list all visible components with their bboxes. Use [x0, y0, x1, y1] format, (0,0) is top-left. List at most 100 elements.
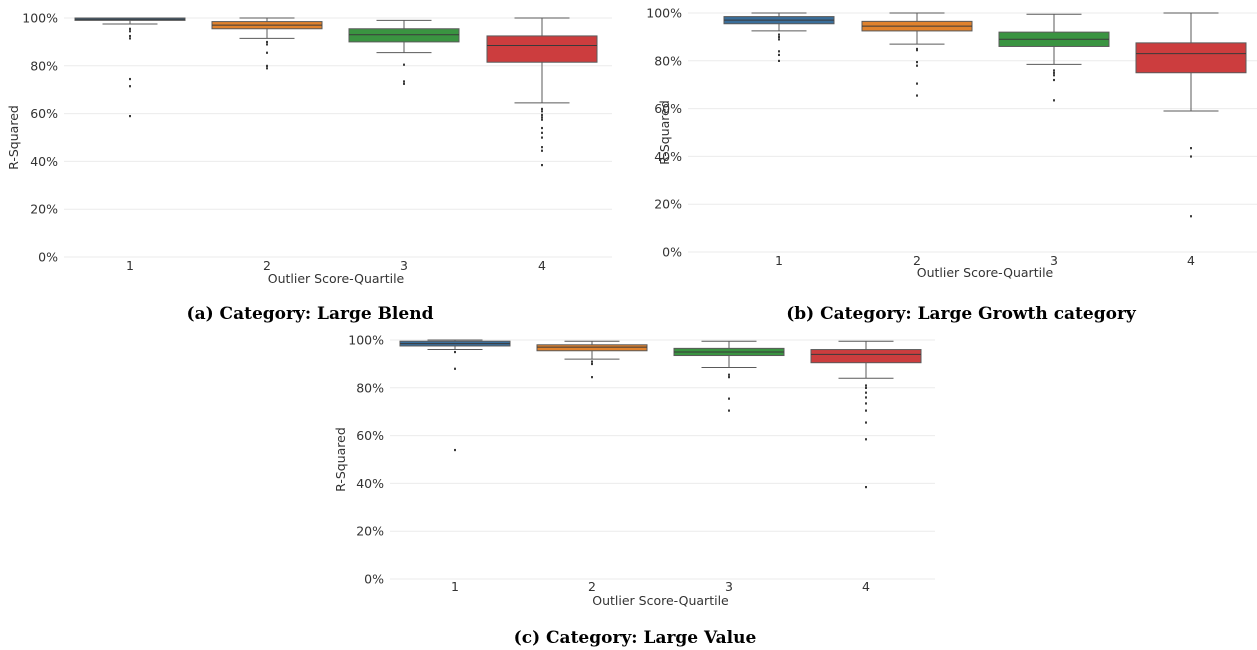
- y-axis-label: R-Squared: [333, 427, 348, 492]
- outlier-point: [916, 94, 918, 97]
- x-tick-label: 2: [913, 253, 921, 268]
- outlier-point: [778, 35, 780, 39]
- x-tick-label: 3: [1050, 253, 1058, 268]
- outlier-point: [541, 110, 543, 113]
- outlier-point: [591, 362, 593, 366]
- outlier-point: [129, 30, 131, 33]
- box-q4: [1135, 12, 1247, 218]
- y-tick-label: 20%: [30, 202, 58, 217]
- y-axis-label: R-Squared: [657, 100, 672, 165]
- chart-c: 0% 20% 40% 60% 80% 100% R-Squared 1 2 3 4 Outlier S…: [333, 333, 935, 608]
- y-tick-label: 40%: [654, 149, 682, 164]
- y-axis-label: R-Squared: [6, 105, 21, 170]
- outlier-point: [865, 391, 867, 394]
- outlier-point: [129, 77, 131, 81]
- x-tick-label: 1: [451, 579, 459, 594]
- caption-a: (a) Category: Large Blend: [187, 304, 434, 324]
- outlier-point: [266, 64, 268, 67]
- outlier-point: [916, 64, 918, 67]
- outlier-point: [865, 396, 867, 399]
- box-q4: [810, 340, 922, 489]
- outlier-point: [541, 113, 543, 116]
- outlier-point: [454, 350, 456, 354]
- outlier-point: [865, 485, 867, 489]
- outlier-point: [129, 27, 131, 30]
- outlier-point: [403, 80, 405, 83]
- chart-a: 0% 20% 40% 60% 80% 100% R-Squared 1 2 3 4 Outlier S…: [6, 11, 612, 286]
- box-body: [1135, 42, 1247, 74]
- outlier-point: [1053, 69, 1055, 72]
- outlier-point: [591, 376, 593, 379]
- outlier-point: [916, 49, 918, 52]
- y-tick-label: 80%: [30, 58, 58, 73]
- outlier-point: [129, 34, 131, 38]
- y-tick-label: 60%: [356, 428, 384, 443]
- x-tick-label: 3: [725, 579, 733, 594]
- outlier-point: [865, 421, 867, 424]
- outlier-point: [778, 33, 780, 36]
- outlier-point: [266, 43, 268, 46]
- outlier-point: [403, 63, 405, 66]
- y-tick-label: 80%: [654, 53, 682, 68]
- outlier-point: [778, 53, 780, 57]
- box-q2: [211, 17, 323, 70]
- y-tick-label: 40%: [356, 476, 384, 491]
- outlier-point: [1053, 78, 1055, 82]
- outlier-point: [916, 82, 918, 85]
- y-tick-label: 100%: [348, 333, 384, 348]
- outlier-point: [728, 373, 730, 376]
- outlier-point: [865, 384, 867, 387]
- outlier-point: [865, 402, 867, 405]
- y-tick-label: 100%: [646, 6, 682, 21]
- x-axis-label: Outlier Score-Quartile: [917, 265, 1054, 280]
- chart-b: 0% 20% 40% 60% 80% 100% R-Squared 1 2 3 4 Outlier S…: [646, 6, 1257, 280]
- outlier-point: [916, 60, 918, 64]
- outlier-point: [865, 386, 867, 389]
- box-body: [810, 349, 922, 364]
- outlier-point: [129, 37, 131, 40]
- outlier-point: [865, 438, 867, 441]
- box-q1: [723, 12, 835, 62]
- outlier-point: [778, 50, 780, 53]
- box-body: [348, 28, 460, 43]
- caption-b: (b) Category: Large Growth category: [786, 304, 1137, 324]
- outlier-point: [129, 114, 131, 118]
- outlier-point: [541, 131, 543, 134]
- box-q1: [399, 339, 511, 452]
- box-q2: [861, 12, 973, 97]
- x-tick-label: 3: [400, 258, 408, 273]
- box-q3: [348, 19, 460, 85]
- box-q3: [998, 13, 1110, 102]
- outlier-point: [778, 59, 780, 62]
- box-q2: [536, 340, 648, 379]
- x-tick-label: 2: [588, 579, 596, 594]
- caption-c: (c) Category: Large Value: [514, 628, 757, 648]
- y-tick-label: 100%: [22, 11, 58, 26]
- y-tick-label: 40%: [30, 154, 58, 169]
- outlier-point: [1053, 99, 1055, 102]
- outlier-point: [1190, 155, 1192, 158]
- y-tick-label: 60%: [654, 101, 682, 116]
- outlier-point: [541, 149, 543, 152]
- y-tick-label: 80%: [356, 380, 384, 395]
- outlier-point: [541, 146, 543, 149]
- outlier-point: [129, 85, 131, 88]
- y-tick-label: 20%: [654, 197, 682, 212]
- y-tick-label: 20%: [356, 524, 384, 539]
- outlier-point: [541, 107, 543, 111]
- outlier-point: [541, 118, 543, 121]
- outlier-point: [1053, 74, 1055, 77]
- y-tick-label: 0%: [662, 245, 682, 260]
- outlier-point: [728, 409, 730, 412]
- outlier-point: [916, 47, 918, 51]
- x-axis-label: Outlier Score-Quartile: [268, 271, 405, 286]
- x-tick-label: 2: [263, 258, 271, 273]
- y-tick-label: 0%: [364, 572, 384, 587]
- box-q4: [486, 17, 598, 167]
- outlier-point: [728, 397, 730, 400]
- x-axis-label: Outlier Score-Quartile: [592, 593, 729, 608]
- outlier-point: [454, 448, 456, 452]
- outlier-point: [591, 360, 593, 363]
- x-tick-label: 1: [775, 253, 783, 268]
